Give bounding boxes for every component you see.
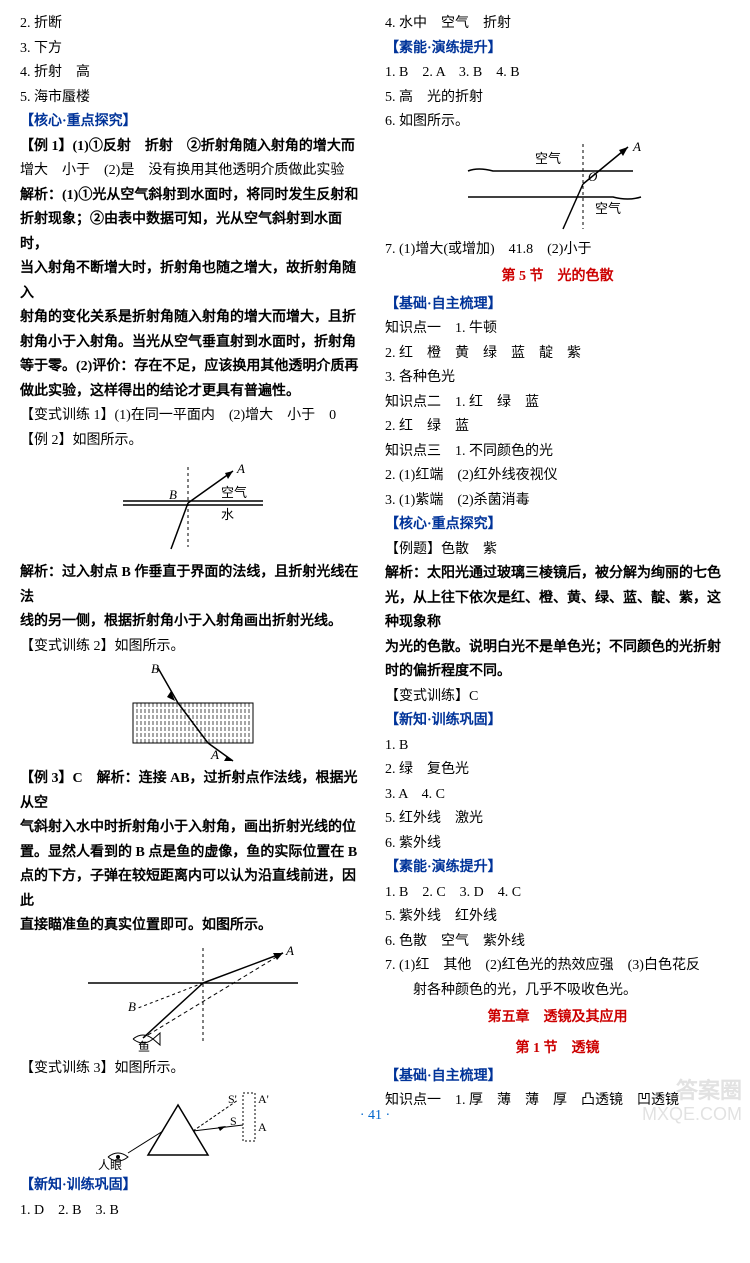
analysis-line: 解析：太阳光通过玻璃三棱镜后，被分解为绚丽的七色 <box>385 562 730 587</box>
left-column: 2. 折断 3. 下方 4. 折射 高 5. 海市蜃楼 【核心·重点探究】 【例… <box>20 12 365 1223</box>
text-line: 2. 折断 <box>20 12 365 37</box>
example-label: 【例 1】(1)①反射 折射 ②折射角随入射角的增大而 <box>20 139 355 154</box>
answer-line: 1. B 2. A 3. B 4. B <box>385 61 730 86</box>
analysis-line: 射角的变化关系是折射角随入射角的增大而增大，且折 <box>20 306 365 331</box>
svg-text:A: A <box>236 461 245 476</box>
svg-text:A: A <box>632 139 641 154</box>
prism-eye-icon: 人眼 A' A S' S <box>88 1085 298 1170</box>
text-line: 4. 折射 高 <box>20 61 365 86</box>
refraction-diagram-icon: A B 空气 水 <box>103 457 283 557</box>
analysis-line: 解析：过入射点 B 作垂直于界面的法线，且折射光线在法 <box>20 561 365 610</box>
variant-line: 【变式训练】C <box>385 685 730 710</box>
text-line: 增大 小于 (2)是 没有换用其他透明介质做此实验 <box>20 159 365 184</box>
text-line: 知识点二 1. 红 绿 蓝 <box>385 391 730 416</box>
analysis-line: 为光的色散。说明白光不是单色光；不同颜色的光折射 <box>385 636 730 661</box>
figure-prism-eye: 人眼 A' A S' S <box>20 1085 365 1170</box>
figure-refraction-b: A B 空气 水 <box>20 457 365 557</box>
variant-line: 【变式训练 3】如图所示。 <box>20 1057 365 1082</box>
text-line: 3. 各种色光 <box>385 366 730 391</box>
figure-air-layers: A O 空气 空气 <box>385 139 730 234</box>
answer-line: 6. 色散 空气 紫外线 <box>385 930 730 955</box>
analysis-line: 时的偏折程度不同。 <box>385 660 730 685</box>
text-line: 2. (1)红端 (2)红外线夜视仪 <box>385 464 730 489</box>
text-line: 2. 红 橙 黄 绿 蓝 靛 紫 <box>385 342 730 367</box>
svg-text:A': A' <box>258 1092 269 1106</box>
label-air-top: 空气 <box>535 151 561 166</box>
answer-line: 1. D 2. B 3. B <box>20 1199 365 1224</box>
variant-line: 【变式训练 1】(1)在同一平面内 (2)增大 小于 0 <box>20 404 365 429</box>
analysis-line: 等于零。(2)评价：存在不足，应该换用其他透明介质再 <box>20 355 365 380</box>
answer-line: 3. A 4. C <box>385 783 730 808</box>
text-line: 5. 海市蜃楼 <box>20 86 365 111</box>
page-root: 2. 折断 3. 下方 4. 折射 高 5. 海市蜃楼 【核心·重点探究】 【例… <box>0 0 750 1263</box>
analysis-line: 折射现象；②由表中数据可知，光从空气斜射到水面时， <box>20 208 365 257</box>
section-heading: 【基础·自主梳理】 <box>385 293 730 318</box>
analysis-line: 线的另一侧，根据折射角小于入射角画出折射光线。 <box>20 610 365 635</box>
label-eye: 人眼 <box>98 1158 122 1170</box>
text-line: 知识点三 1. 不同颜色的光 <box>385 440 730 465</box>
section-heading: 【素能·演练提升】 <box>385 856 730 881</box>
text-line: 【例 3】C 解析：连接 AB，过折射点作法线，根据光从空 <box>20 767 365 816</box>
answer-line: 5. 红外线 激光 <box>385 807 730 832</box>
chapter-title: 第五章 透镜及其应用 <box>385 1003 730 1034</box>
answer-line: 5. 高 光的折射 <box>385 86 730 111</box>
figure-fish: A B 鱼 <box>20 943 365 1053</box>
text-line: 3. (1)紫端 (2)杀菌消毒 <box>385 489 730 514</box>
svg-text:A: A <box>285 943 294 958</box>
figure-block-rays: B A <box>20 663 365 763</box>
example-label: 【例 2】如图所示。 <box>20 429 365 454</box>
answer-line: 6. 如图所示。 <box>385 110 730 135</box>
text-line: 【例 1】(1)①反射 折射 ②折射角随入射角的增大而 <box>20 135 365 160</box>
analysis-line: 气斜射入水中时折射角小于入射角，画出折射光线的位 <box>20 816 365 841</box>
answer-line: 1. B 2. C 3. D 4. C <box>385 881 730 906</box>
analysis-line: 光，从上往下依次是红、橙、黄、绿、蓝、靛、紫，这种现象称 <box>385 587 730 636</box>
text-line: 4. 水中 空气 折射 <box>385 12 730 37</box>
section-heading: 【素能·演练提升】 <box>385 37 730 62</box>
section-heading: 【新知·训练巩固】 <box>20 1174 365 1199</box>
svg-text:B: B <box>169 487 177 502</box>
analysis-line: 点的下方，子弹在较短距离内可以认为沿直线前进，因此 <box>20 865 365 914</box>
section-heading: 【基础·自主梳理】 <box>385 1065 730 1090</box>
analysis-line: 射角小于入射角。当光从空气垂直射到水面时，折射角 <box>20 331 365 356</box>
text-line: 知识点一 1. 牛顿 <box>385 317 730 342</box>
analysis-line: 直接瞄准鱼的真实位置即可。如图所示。 <box>20 914 365 939</box>
label-air-bottom: 空气 <box>595 201 621 216</box>
svg-text:B: B <box>151 663 159 676</box>
label-fish: 鱼 <box>138 1040 150 1053</box>
variant-line: 【变式训练 2】如图所示。 <box>20 635 365 660</box>
block-diagram-icon: B A <box>103 663 283 763</box>
example-label: 【例题】色散 紫 <box>385 538 730 563</box>
analysis-line: 解析：(1)①光从空气斜射到水面时，将同时发生反射和 <box>20 184 365 209</box>
page-number: · 41 · <box>0 1108 750 1124</box>
answer-line: 射各种颜色的光，几乎不吸收色光。 <box>385 979 730 1004</box>
answer-line: 1. B <box>385 734 730 759</box>
label-water: 水 <box>221 507 234 522</box>
answer-line: 6. 紫外线 <box>385 832 730 857</box>
answer-line: 5. 紫外线 红外线 <box>385 905 730 930</box>
analysis-line: 置。显然人看到的 B 点是鱼的虚像，鱼的实际位置在 B <box>20 841 365 866</box>
section-title: 第 1 节 透镜 <box>385 1034 730 1065</box>
analysis-line: 当入射角不断增大时，折射角也随之增大，故折射角随入 <box>20 257 365 306</box>
answer-line: 7. (1)红 其他 (2)红色光的热效应强 (3)白色花反 <box>385 954 730 979</box>
svg-text:O: O <box>588 169 598 184</box>
label-air: 空气 <box>221 485 247 500</box>
answer-line: 7. (1)增大(或增加) 41.8 (2)小于 <box>385 238 730 263</box>
svg-text:A: A <box>210 747 219 762</box>
right-column: 4. 水中 空气 折射 【素能·演练提升】 1. B 2. A 3. B 4. … <box>385 12 730 1223</box>
text-line: 2. 红 绿 蓝 <box>385 415 730 440</box>
air-layers-icon: A O 空气 空气 <box>453 139 663 234</box>
section-heading: 【核心·重点探究】 <box>20 110 365 135</box>
section-heading: 【核心·重点探究】 <box>385 513 730 538</box>
answer-line: 2. 绿 复色光 <box>385 758 730 783</box>
fish-diagram-icon: A B 鱼 <box>88 943 298 1053</box>
text-line: 3. 下方 <box>20 37 365 62</box>
section-title: 第 5 节 光的色散 <box>385 262 730 293</box>
svg-text:B: B <box>128 999 136 1014</box>
svg-text:S': S' <box>228 1092 237 1106</box>
example-label: 【例 3】C 解析：连接 AB，过折射点作法线，根据光从空 <box>20 771 358 811</box>
section-heading: 【新知·训练巩固】 <box>385 709 730 734</box>
analysis-line: 做此实验，这样得出的结论才更具有普遍性。 <box>20 380 365 405</box>
